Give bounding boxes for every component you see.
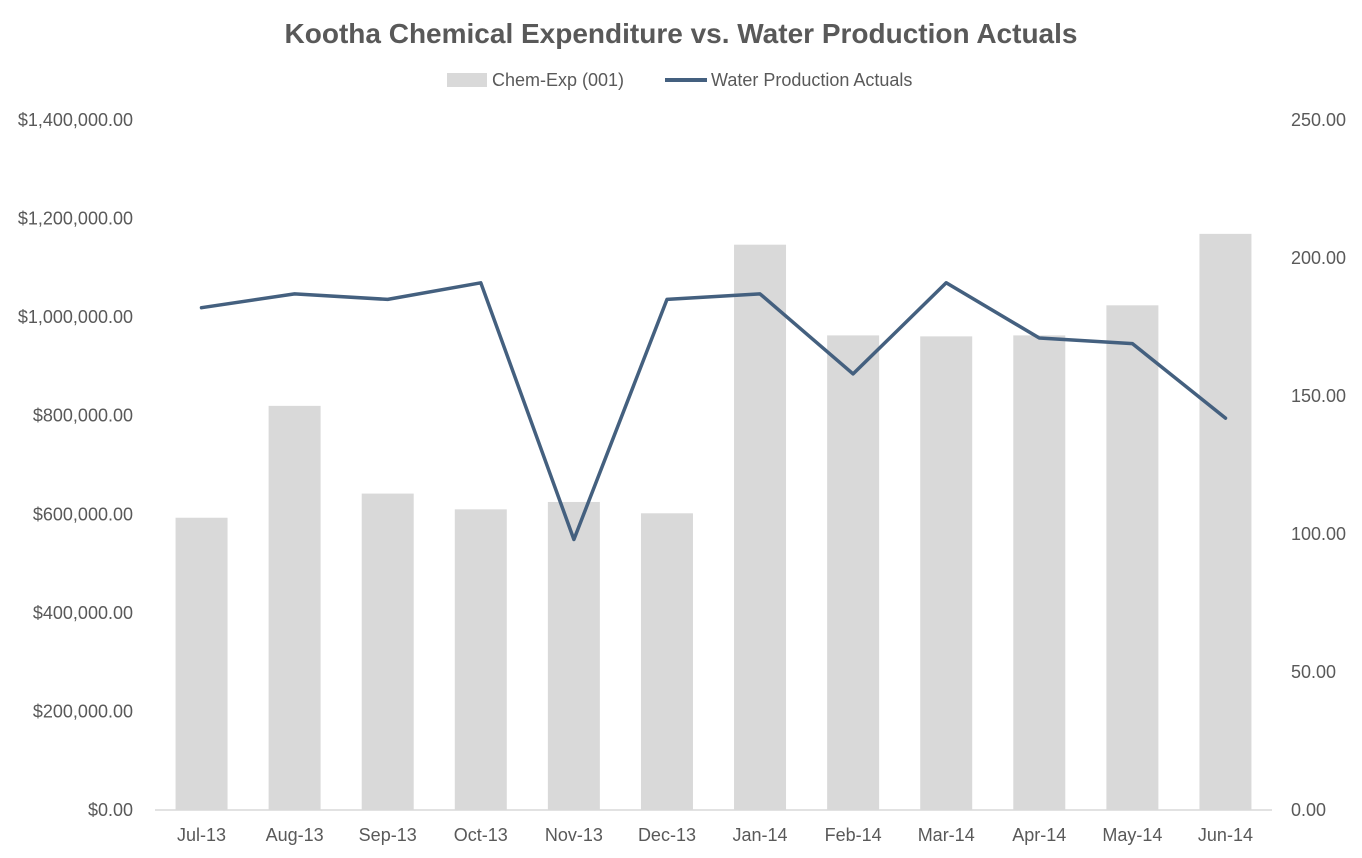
right-axis-ticks: 0.00 50.00 100.00 150.00 200.00 250.00 <box>1291 110 1346 820</box>
left-axis-tick-label: $600,000.00 <box>33 504 133 524</box>
line-path <box>199 281 1228 542</box>
x-axis-tick-label: Jan-14 <box>733 825 788 845</box>
bar <box>1199 233 1252 811</box>
x-axis-tick-label: Jun-14 <box>1198 825 1253 845</box>
bar <box>175 517 228 810</box>
bar <box>827 335 880 810</box>
chart-title: Kootha Chemical Expenditure vs. Water Pr… <box>285 18 1078 49</box>
bar <box>547 501 600 810</box>
left-axis-tick-label: $800,000.00 <box>33 406 133 426</box>
x-axis-tick-label: Oct-13 <box>454 825 508 845</box>
legend-swatch-bar <box>447 73 487 87</box>
right-axis-tick-label: 100.00 <box>1291 524 1346 544</box>
x-axis-tick-label: Apr-14 <box>1012 825 1066 845</box>
left-axis-tick-label: $1,400,000.00 <box>18 110 133 130</box>
x-axis-ticks: Jul-13 Aug-13 Sep-13 Oct-13 Nov-13 Dec-13 Jan-… <box>177 825 1253 845</box>
x-axis-tick-label: Aug-13 <box>266 825 324 845</box>
legend-label-line: Water Production Actuals <box>711 70 912 90</box>
x-axis-tick-label: Nov-13 <box>545 825 603 845</box>
x-axis-tick-label: Mar-14 <box>918 825 975 845</box>
bar <box>734 244 787 810</box>
legend: Chem-Exp (001) Water Production Actuals <box>447 70 912 90</box>
right-axis-tick-label: 250.00 <box>1291 110 1346 130</box>
bar <box>920 336 973 810</box>
bar <box>268 405 321 810</box>
bar <box>1106 305 1159 810</box>
x-axis-tick-label: Jul-13 <box>177 825 226 845</box>
right-axis-tick-label: 0.00 <box>1291 800 1326 820</box>
left-axis-tick-label: $1,000,000.00 <box>18 307 133 327</box>
x-axis-tick-label: May-14 <box>1102 825 1162 845</box>
left-axis-tick-label: $200,000.00 <box>33 701 133 721</box>
legend-label-bar: Chem-Exp (001) <box>492 70 624 90</box>
bar <box>361 493 414 810</box>
bar <box>640 513 693 810</box>
x-axis-tick-label: Dec-13 <box>638 825 696 845</box>
x-axis-tick-label: Sep-13 <box>359 825 417 845</box>
line-series <box>199 281 1228 542</box>
left-axis-tick-label: $0.00 <box>88 800 133 820</box>
right-axis-tick-label: 200.00 <box>1291 248 1346 268</box>
right-axis-tick-label: 50.00 <box>1291 662 1336 682</box>
left-axis-ticks: $0.00 $200,000.00 $400,000.00 $600,000.00 $8… <box>18 110 133 820</box>
left-axis-tick-label: $400,000.00 <box>33 603 133 623</box>
right-axis-tick-label: 150.00 <box>1291 386 1346 406</box>
left-axis-tick-label: $1,200,000.00 <box>18 209 133 229</box>
bar-series <box>175 233 1252 811</box>
x-axis-tick-label: Feb-14 <box>825 825 882 845</box>
bar <box>1013 335 1066 810</box>
bar <box>454 509 507 810</box>
